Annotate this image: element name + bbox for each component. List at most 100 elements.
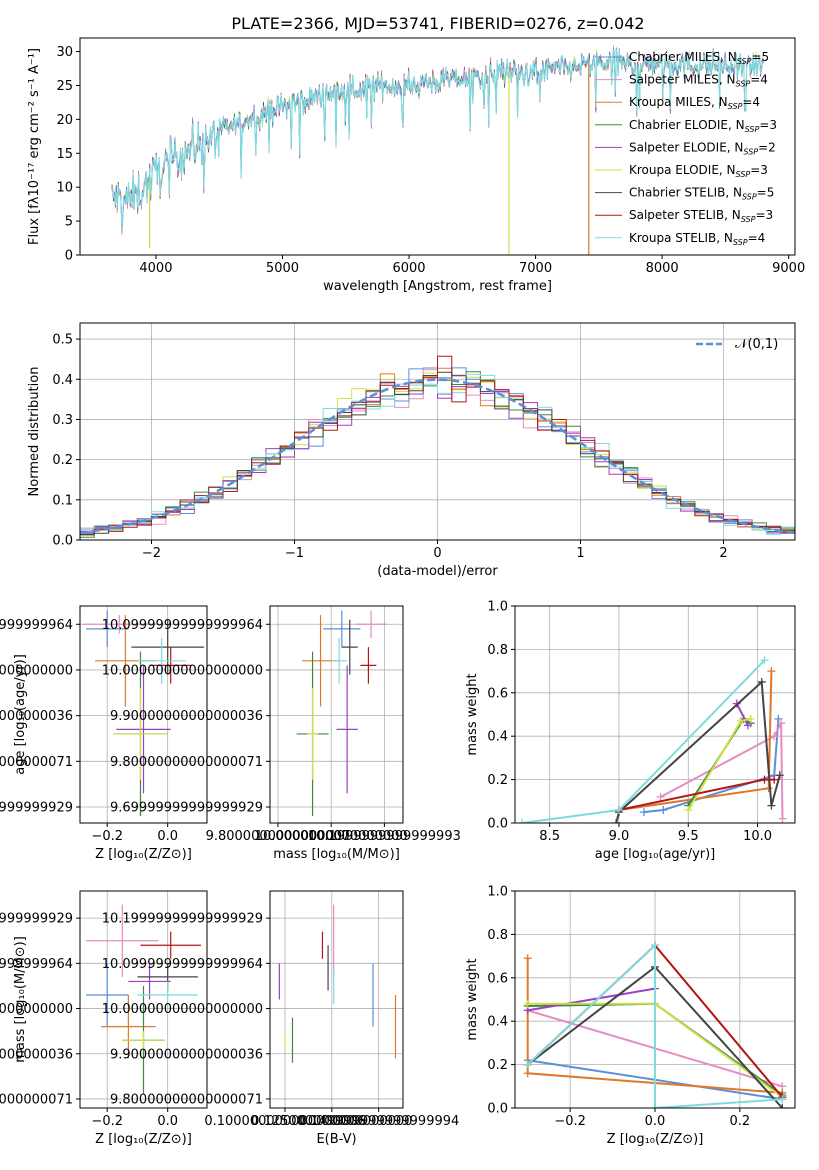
legend-label: Salpeter MILES, NSSP=4 [629,73,768,89]
series-kroupa-elodie [684,714,755,814]
point-marker [778,814,787,823]
errorbar-kroupa-elodie [113,688,168,780]
point-marker [767,801,776,810]
axes-age_vs_Z: −0.2 0.0 9.69999999999999929 9.800000000000… [0,605,208,862]
y-tick-label: 30 [56,45,73,60]
point-marker [774,714,783,723]
series-chabrier-stelib [612,677,784,823]
plot-area [296,610,388,817]
y-tick-label: 0.4 [487,730,508,745]
y-tick-label: 0 [65,249,73,264]
y-tick-label: 9.80000000000000071 [0,1092,73,1107]
x-tick-label: −1 [285,546,304,561]
axes-frame [79,322,796,541]
errorbar-kroupa-stelib [137,981,198,1009]
y-tick-label: 9.69999999999999929 [0,801,73,816]
plot-area [523,941,787,1108]
y-tick-label: 10.09999999999999964 [102,957,263,972]
series-line [527,987,656,1012]
spectrum-line-kroupa-stelib [111,48,764,229]
axes-frame [79,37,796,256]
point-marker [760,656,769,665]
y-tick-label: 9.90000000000000036 [110,709,263,724]
axes-frame [269,605,404,824]
y-tick-label: 10.19999999999999929 [0,912,73,927]
plot-area [83,610,204,817]
axes-frame [514,605,796,824]
y-tick-label: 20 [56,113,73,128]
axes-frame [269,890,404,1109]
series-kroupa-stelib [523,941,787,1108]
errorbar-chabrier-miles [323,610,361,648]
figure-title: PLATE=2366, MJD=53741, FIBERID=0276, z=0… [231,14,644,33]
series-line [618,671,773,811]
y-tick-label: 10.00000000000000000 [102,1002,263,1017]
y-tick-label: 9.90000000000000036 [0,1047,73,1062]
point-marker [651,941,659,950]
axes-frame [79,605,208,824]
legend-label: Salpeter ELODIE, NSSP=2 [629,140,776,156]
y-tick-label: 9.80000000000000071 [110,1092,263,1107]
errorbar-kroupa-stelib [331,637,348,684]
axes-weight_vs_age: 8.5 9.0 9.5 10.0 0.0 0.2 0.4 0.6 0.8 1.0 age [log₁… [465,600,796,862]
y-tick-label: 1.0 [487,600,508,615]
point-marker [614,805,623,814]
axes-mass_vs_Z: −0.2 0.0 9.80000000000000071 9.900000000000… [0,890,208,1147]
point-marker [775,771,784,780]
y-tick-label: 9.69999999999999929 [110,801,263,816]
y-axis-label: mass [log₁₀(M/M⊙)] [13,936,28,1063]
point-marker [684,805,693,814]
errorbar-kroupa-stelib [137,637,186,684]
point-marker [760,775,769,784]
x-tick-label: 0 [433,546,441,561]
y-tick-label: 0.4 [52,373,73,388]
axes-spectrum: 4000 5000 6000 7000 8000 9000 0 5 10 15 20 25 30 wave… [27,37,805,294]
point-marker [746,714,755,723]
legend-gaussian-label: 𝒩(0,1) [735,337,778,352]
y-tick-label: 0.2 [52,453,73,468]
series-salpeter-elodie [732,699,752,730]
x-tick-label: 10.0000000000000000 [255,829,408,844]
point-marker [743,721,752,730]
y-tick-label: 10 [56,181,73,196]
x-axis-label: (data-model)/error [377,564,498,579]
point-marker [656,792,665,801]
legend-label: Kroupa STELIB, NSSP=4 [629,231,765,247]
errorbar-salpeter-miles [355,610,388,638]
x-tick-label: −0.2 [91,1114,123,1129]
point-marker [517,819,526,823]
point-marker [764,784,773,793]
x-tick-label: 9000 [772,261,805,276]
axes-frame [514,890,796,1109]
x-tick-label: 0.100000000000000006 [204,1114,365,1129]
errorbar-salpeter-miles [83,615,156,634]
x-tick-label: 2 [719,546,727,561]
x-tick-label: −2 [142,546,161,561]
errorbar-chabrier-stelib [341,619,358,675]
y-tick-label: 9.90000000000000036 [0,709,73,724]
errorbar-salpeter-stelib [360,647,377,684]
x-tick-label: 9.5 [678,829,699,844]
x-tick-label: 0.149999999999999994 [298,1114,459,1129]
y-tick-label: 9.90000000000000036 [110,1047,263,1062]
x-axis-label: Z [log₁₀(Z/Z⊙)] [95,847,192,862]
point-marker [612,819,621,823]
x-axis-label: Z [log₁₀(Z/Z⊙)] [95,1132,192,1147]
plot-area [517,656,787,823]
y-axis-label: Normed distribution [27,367,42,497]
series-line [615,679,781,823]
series-salpeter-miles [656,719,787,823]
x-tick-label: 0.0 [157,829,178,844]
errorbar-salpeter-miles [86,904,159,977]
x-axis-label: E(B-V) [316,1132,356,1147]
y-axis-label: Flux [fλ10⁻¹⁷ erg cm⁻² s⁻¹ A⁻¹] [27,48,42,245]
y-tick-label: 10.00000000000000000 [102,663,263,678]
y-tick-label: 10.09999999999999964 [0,618,73,633]
point-marker [778,1104,787,1108]
series-kroupa-miles [614,667,776,814]
series-kroupa-miles [523,954,787,1097]
point-marker [523,1069,532,1078]
y-tick-label: 0.6 [487,686,508,701]
errorbar-kroupa-elodie [307,688,318,780]
y-tick-label: 0.4 [487,1015,508,1030]
